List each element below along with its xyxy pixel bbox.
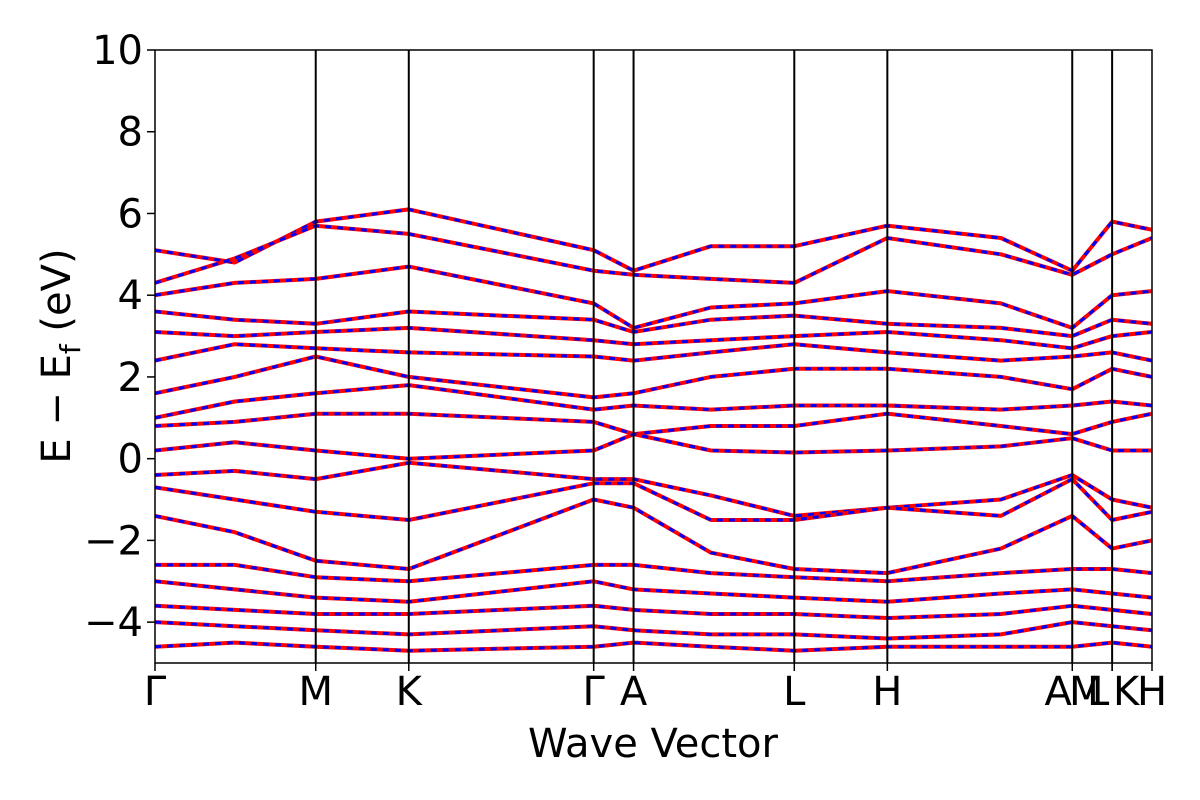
band-0-line-red: [155, 207, 1152, 273]
x-axis-label: Wave Vector: [528, 721, 779, 767]
y-tick-label-1: 8: [118, 110, 143, 156]
y-tick-label-3: 4: [118, 273, 143, 319]
y-axis-label-subscript: f: [54, 343, 87, 354]
y-axis-ticks: 10 8 6 4 2 0 −2 −4: [84, 28, 155, 646]
band-15-line-red: [155, 603, 1152, 620]
band-6-line-blue: [155, 355, 1152, 399]
y-tick-label-2: 6: [118, 191, 143, 237]
x-tick-label-1: M: [298, 669, 333, 715]
x-tick-label-0: Γ: [144, 669, 167, 715]
y-tick-label-7: −4: [84, 600, 143, 646]
band-1-line-red: [155, 223, 1152, 285]
y-axis-label-main: E − E: [34, 354, 80, 464]
y-tick-label-0: 10: [92, 28, 143, 74]
x-tick-label-6: H: [872, 669, 902, 715]
band-10-line-blue: [155, 461, 1152, 518]
x-axis-ticks: Γ M K Γ A L H AML KH: [144, 663, 1167, 715]
bands-layer: [155, 207, 1152, 653]
x-tick-label-3: Γ: [583, 669, 606, 715]
band-4-line-red: [155, 325, 1152, 351]
y-tick-label-6: −2: [84, 518, 143, 564]
y-axis-label: E − Ef (eV): [34, 248, 87, 463]
band-13-line-red: [155, 562, 1152, 584]
y-axis-label-unit: (eV): [34, 248, 80, 344]
plot-frame: [154, 49, 1153, 664]
band-10-line-red: [155, 460, 1152, 518]
x-tick-label-10: K: [1113, 669, 1141, 715]
x-tick-label-5: L: [783, 669, 806, 715]
band-8-line-red: [155, 411, 1152, 437]
band-14-line-red: [155, 579, 1152, 604]
kpoint-lines: [314, 50, 1114, 663]
y-tick-label-4: 2: [118, 355, 143, 401]
x-tick-label-2: K: [396, 669, 424, 715]
x-tick-label-7: A: [1045, 669, 1073, 715]
y-tick-label-5: 0: [118, 437, 143, 483]
x-tick-label-9: L: [1087, 669, 1110, 715]
x-tick-label-8: M: [1069, 669, 1104, 715]
x-tick-label-11: H: [1137, 669, 1167, 715]
x-tick-label-4: A: [620, 669, 648, 715]
